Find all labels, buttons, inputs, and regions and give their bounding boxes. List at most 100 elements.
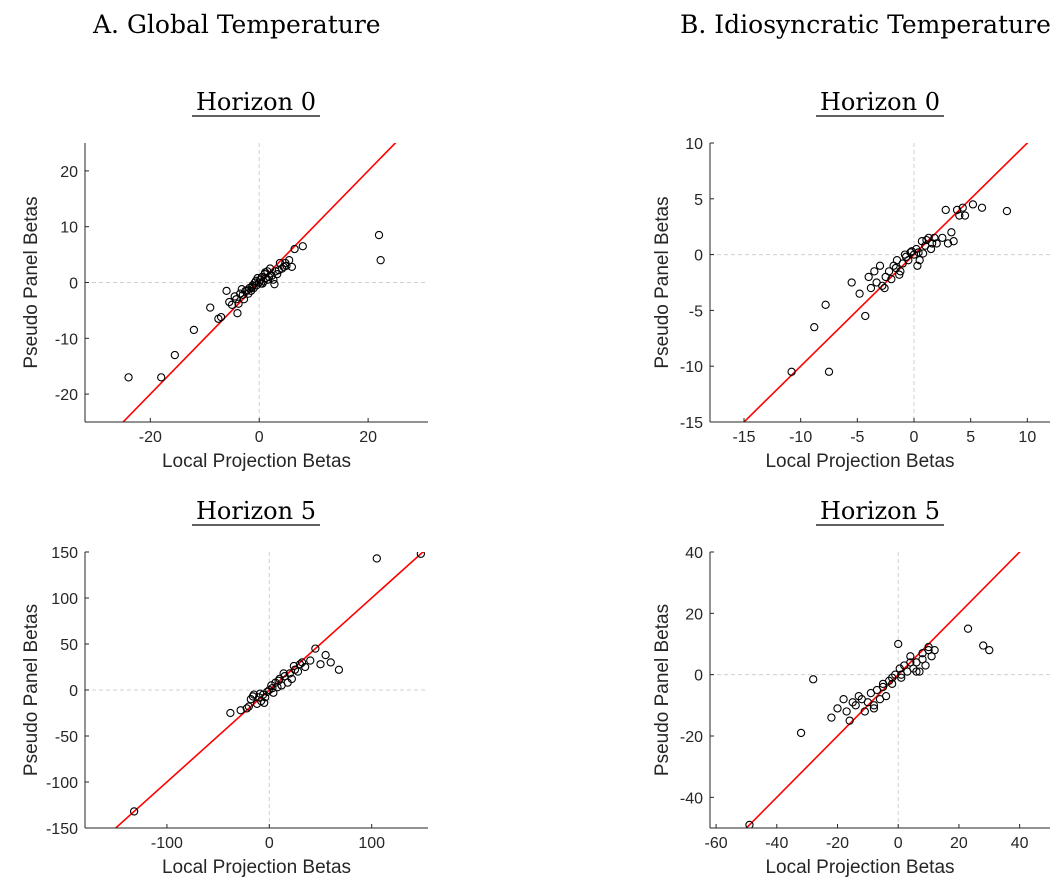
x-tick-label: 0 — [910, 429, 919, 446]
y-axis-label: Pseudo Panel Betas — [21, 196, 42, 368]
y-axis-label: Pseudo Panel Betas — [652, 604, 673, 776]
data-point — [374, 230, 384, 240]
data-point — [847, 278, 856, 287]
data-point — [236, 706, 245, 715]
x-tick-label: -15 — [732, 429, 755, 446]
data-point — [875, 261, 885, 270]
data-point — [869, 704, 879, 713]
data-point — [855, 289, 864, 298]
data-point — [376, 256, 385, 265]
data-point — [297, 658, 307, 667]
x-tick-label: -20 — [139, 429, 162, 446]
data-point — [927, 239, 937, 248]
x-tick-label: -100 — [151, 835, 183, 852]
panel-title: Horizon 0 — [820, 88, 940, 116]
data-point — [926, 244, 936, 254]
y-tick-label: -50 — [55, 729, 78, 746]
data-point — [269, 275, 278, 284]
data-point — [298, 242, 307, 251]
data-point — [270, 280, 279, 289]
data-point — [938, 233, 947, 243]
data-point — [860, 707, 869, 716]
y-tick-label: 40 — [685, 545, 703, 562]
x-axis-label: Local Projection Betas — [765, 451, 954, 472]
panel-title: Horizon 5 — [820, 497, 940, 525]
x-tick-label: 40 — [1011, 835, 1029, 852]
data-point — [372, 554, 381, 563]
data-point — [918, 249, 928, 258]
data-point — [864, 272, 873, 282]
data-point — [1002, 206, 1012, 216]
data-point — [269, 688, 278, 697]
data-point — [880, 283, 889, 293]
y-tick-label: -10 — [55, 331, 78, 348]
chart-panel-2: -15 -10 -5 0 5 10 -15 -10 -5 0 5 10 Local Projection… — [652, 88, 1050, 472]
data-point — [824, 367, 834, 376]
x-tick-label: 10 — [1018, 429, 1036, 446]
data-point — [289, 661, 299, 671]
data-point — [887, 679, 897, 689]
data-point — [273, 683, 282, 692]
data-point — [870, 267, 879, 276]
data-point — [930, 233, 939, 243]
data-point — [244, 289, 253, 298]
y-axis-label: Pseudo Panel Betas — [652, 196, 673, 368]
y-tick-label: -100 — [46, 775, 78, 792]
x-axis-label: Local Projection Betas — [162, 857, 351, 878]
column-title-a: A. Global Temperature — [93, 10, 381, 39]
data-point — [244, 702, 253, 711]
data-point — [261, 268, 270, 277]
y-tick-label: 0 — [694, 668, 703, 685]
y-tick-label: 100 — [51, 591, 78, 608]
data-point — [306, 656, 315, 665]
data-point — [930, 645, 939, 655]
data-point — [845, 716, 854, 725]
y-tick-label: -20 — [680, 729, 703, 746]
y-tick-label: 0 — [69, 276, 78, 293]
data-point — [854, 691, 863, 701]
data-point — [884, 267, 894, 276]
data-point — [924, 645, 933, 655]
y-tick-label: 0 — [69, 683, 78, 700]
x-tick-label: -10 — [789, 429, 812, 446]
data-point — [869, 701, 879, 710]
data-point — [232, 295, 241, 304]
data-point — [887, 673, 897, 682]
data-point — [234, 299, 243, 308]
data-point — [189, 325, 199, 335]
data-point — [891, 263, 901, 273]
data-point — [949, 237, 958, 246]
x-tick-label: -5 — [850, 429, 864, 446]
y-tick-label: 5 — [694, 192, 703, 209]
y-tick-label: -40 — [680, 790, 703, 807]
data-point — [260, 698, 269, 708]
panel-title: Horizon 0 — [196, 88, 316, 116]
x-tick-label: 5 — [966, 429, 975, 446]
data-point — [255, 689, 265, 698]
data-point — [287, 674, 296, 684]
data-point — [787, 367, 796, 376]
y-axis-label: Pseudo Panel Betas — [21, 604, 42, 776]
x-tick-label: -60 — [705, 835, 728, 852]
data-point — [914, 248, 923, 257]
data-point — [226, 708, 235, 718]
data-point — [918, 655, 927, 664]
data-point — [842, 707, 851, 716]
data-point — [279, 669, 288, 678]
x-tick-label: 0 — [255, 429, 264, 446]
data-point — [287, 262, 297, 272]
data-point — [251, 276, 261, 285]
data-point — [157, 373, 166, 382]
x-tick-label: 0 — [894, 835, 903, 852]
data-point — [326, 658, 335, 667]
data-point — [878, 682, 888, 692]
data-point — [932, 239, 941, 248]
data-point — [243, 286, 252, 295]
data-point — [246, 286, 256, 296]
panel-title: Horizon 5 — [196, 497, 316, 525]
data-point — [833, 704, 842, 713]
data-point — [809, 675, 818, 684]
x-tick-label: 20 — [359, 429, 377, 446]
data-point — [985, 645, 994, 655]
y-tick-label: 20 — [685, 606, 703, 623]
